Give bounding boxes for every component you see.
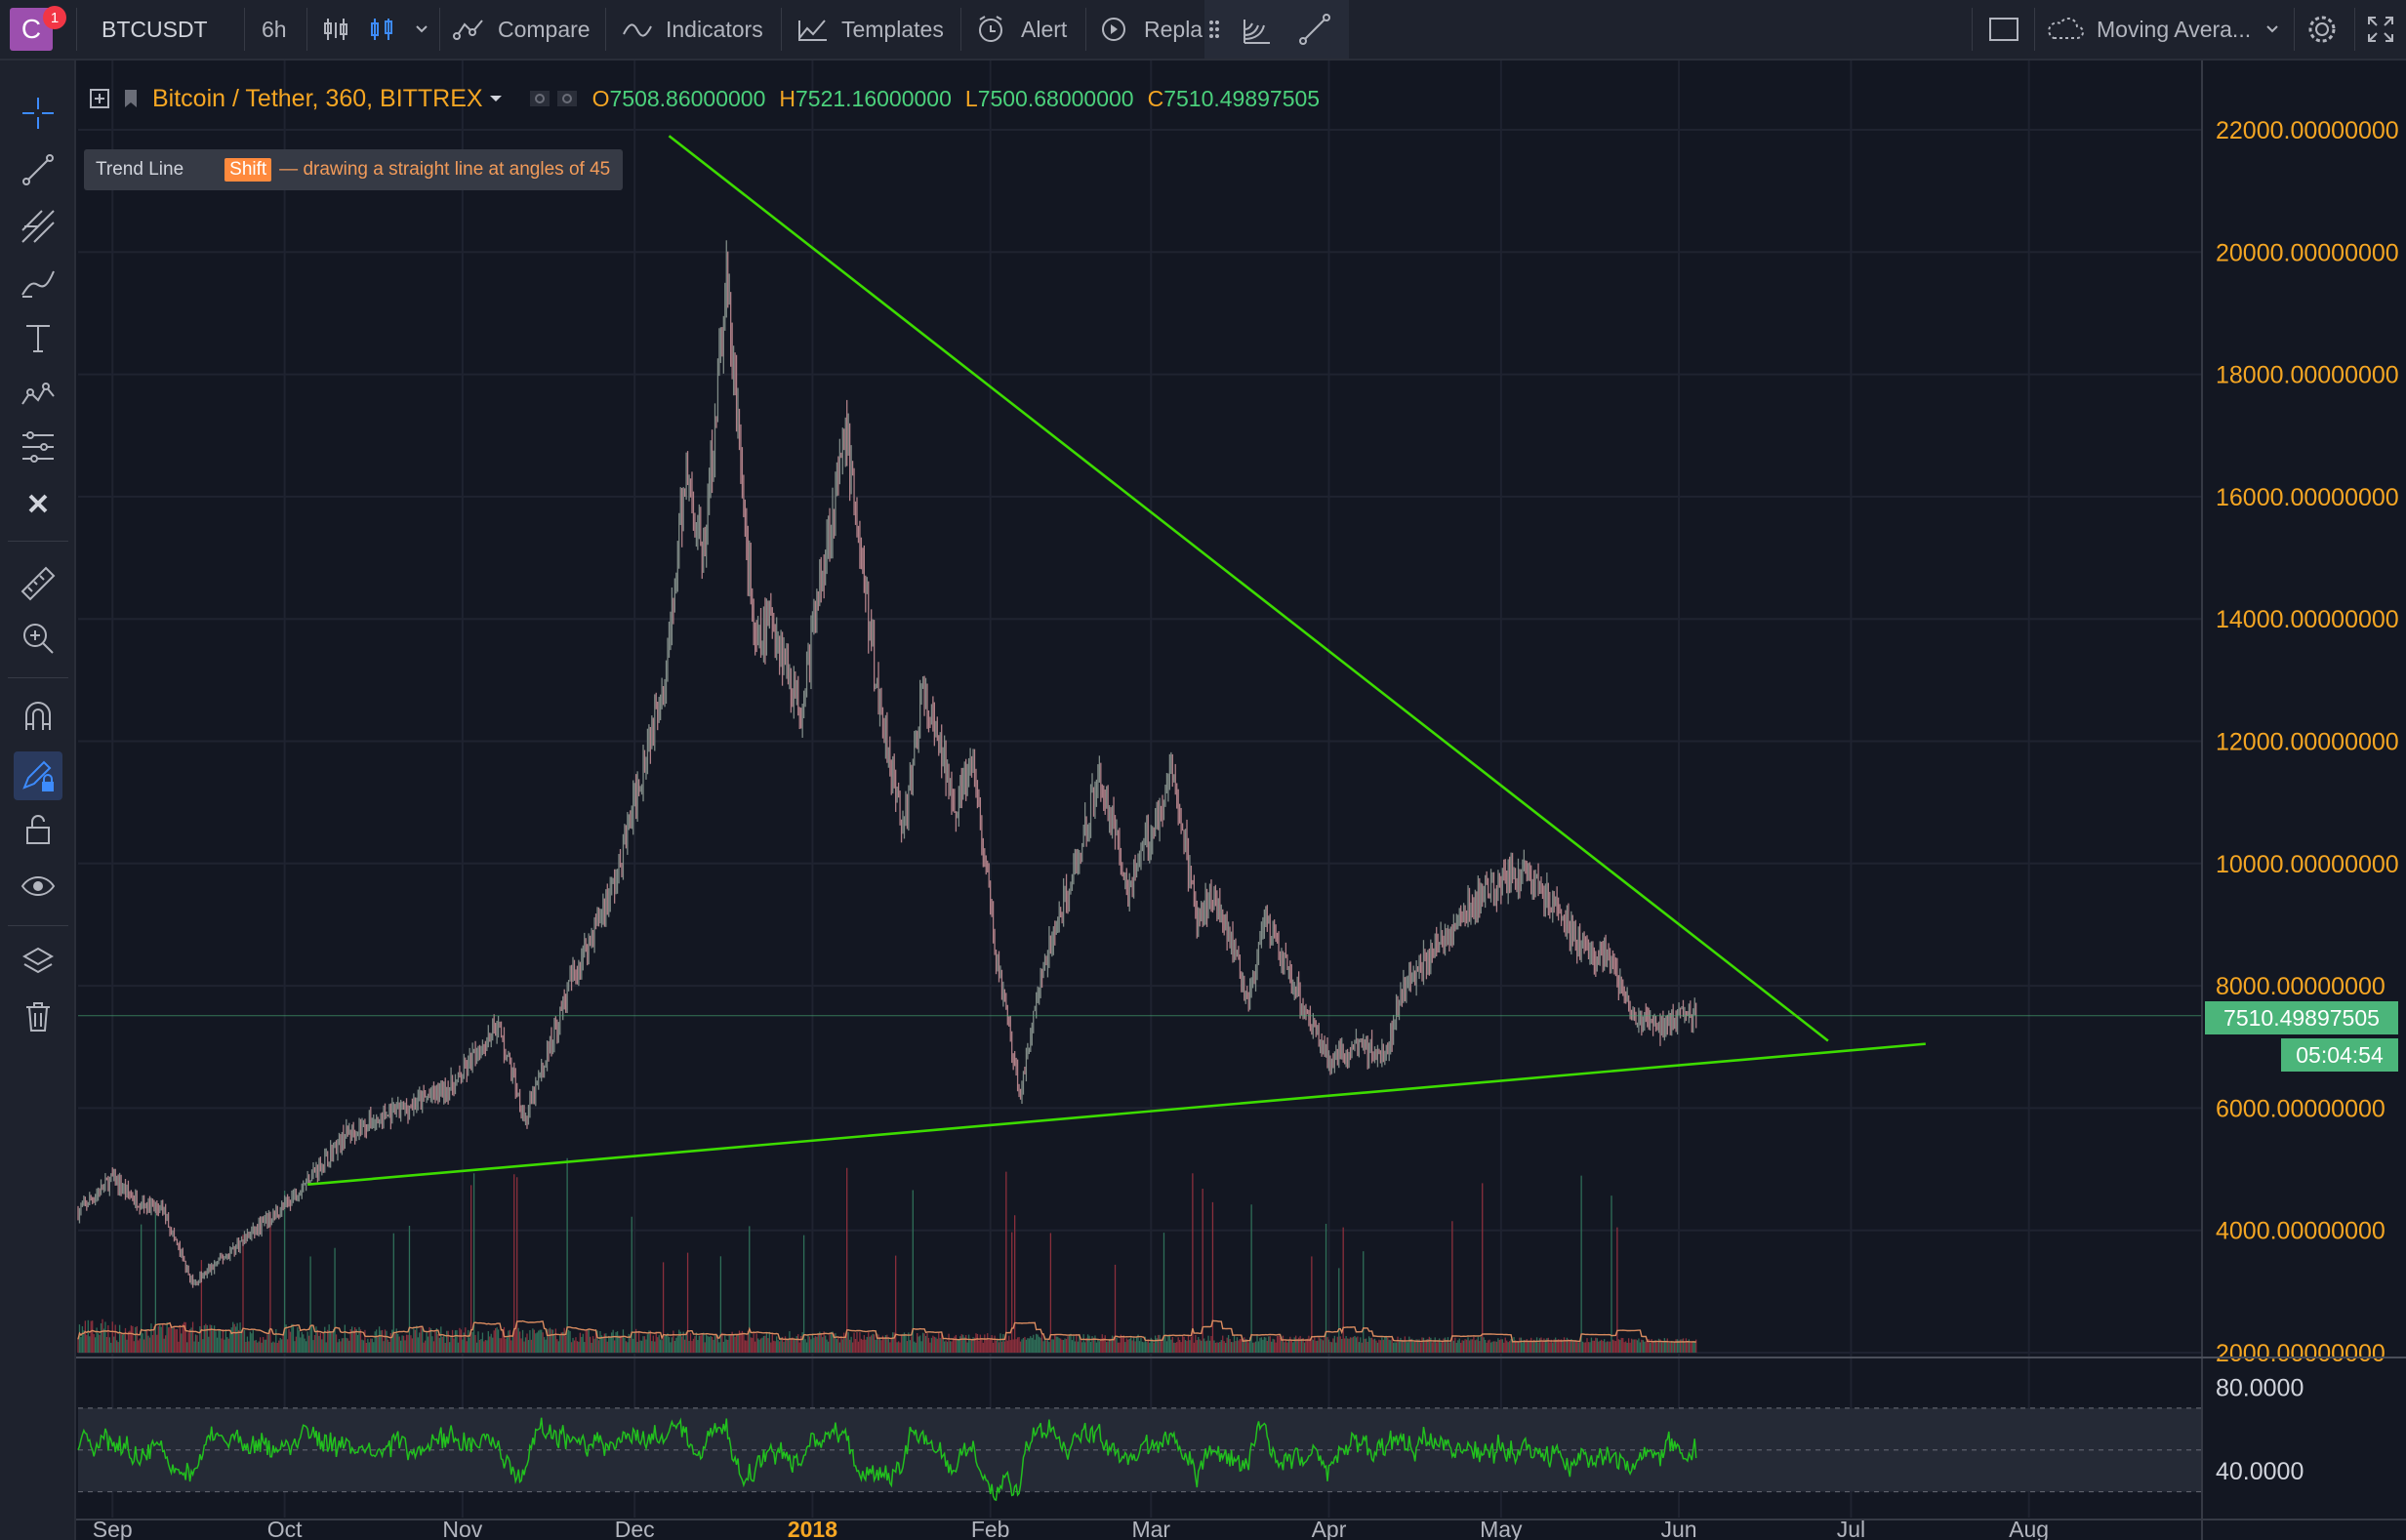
- replay-icon: [1102, 18, 1125, 41]
- study-template-button[interactable]: Moving Avera...: [2046, 0, 2251, 59]
- templates-label: Templates: [841, 16, 944, 42]
- price-axis-label: 22000.00000000: [2216, 117, 2399, 144]
- caret-down-icon[interactable]: [489, 94, 503, 103]
- unlock-icon[interactable]: [19, 810, 58, 849]
- layers-icon[interactable]: [19, 943, 58, 982]
- brush-icon[interactable]: [19, 262, 58, 301]
- low-value: L7500.68000000: [964, 85, 1134, 111]
- trend-line-icon[interactable]: [19, 150, 58, 189]
- close-value: C7510.49897505: [1147, 85, 1321, 111]
- magnet-icon[interactable]: [19, 697, 58, 736]
- price-axis-label: 14000.00000000: [2216, 606, 2399, 633]
- expand-legend-icon[interactable]: [88, 87, 111, 110]
- zoom-icon[interactable]: [19, 619, 58, 658]
- price-axis-label: 18000.00000000: [2216, 362, 2399, 389]
- volume-ma-line: [77, 1319, 1696, 1343]
- bars-style-icon[interactable]: [322, 0, 361, 59]
- price-axis-label: 4000.00000000: [2216, 1218, 2386, 1245]
- price-axis-label: 20000.00000000: [2216, 239, 2399, 266]
- trendline-resistance: [668, 135, 1829, 1042]
- drag-handle-icon[interactable]: [1207, 18, 1221, 41]
- cloud-icon: [2048, 18, 2084, 39]
- price-axis-label: 8000.00000000: [2216, 973, 2386, 1000]
- replay-button[interactable]: Repla: [1099, 0, 1203, 59]
- templates-button[interactable]: Templates: [796, 0, 944, 59]
- measure-tools-icon[interactable]: [19, 427, 58, 466]
- tooltip-hint: — drawing a straight line at angles of 4…: [279, 159, 611, 180]
- notification-badge: 1: [43, 6, 66, 29]
- trendline-support: [307, 1042, 1926, 1187]
- remove-icon[interactable]: [19, 484, 58, 523]
- trend-line-tooltip: Trend Line Shift — drawing a straight li…: [84, 149, 623, 190]
- tooltip-tool-name: Trend Line: [96, 159, 184, 180]
- bar-countdown-tag: 05:04:54: [2281, 1038, 2398, 1072]
- floating-drawing-toolbar: [1204, 0, 1349, 59]
- rsi-axis-label: 80.0000: [2216, 1374, 2304, 1401]
- indicators-label: Indicators: [666, 16, 763, 42]
- drawing-toolbar: [0, 61, 76, 1540]
- rsi-line: [77, 1417, 1697, 1502]
- alert-label: Alert: [1021, 16, 1068, 42]
- settings-icon[interactable]: [555, 87, 579, 110]
- eye-hide-icon[interactable]: [528, 87, 551, 110]
- fib-arc-icon[interactable]: [1239, 10, 1278, 49]
- trash-icon[interactable]: [19, 997, 58, 1036]
- top-toolbar: C 1 BTCUSDT 6h Compare Indicators Templa…: [0, 0, 2406, 61]
- rsi-pane: 80.0000 40.0000: [77, 1374, 2304, 1502]
- price-axis-label: 6000.00000000: [2216, 1095, 2386, 1122]
- ruler-icon[interactable]: [19, 562, 58, 601]
- trend-line-icon[interactable]: [1295, 10, 1334, 49]
- last-price-tag: 7510.49897505: [2205, 1001, 2398, 1034]
- gear-icon[interactable]: [2305, 0, 2350, 59]
- chevron-down-icon[interactable]: [414, 0, 441, 59]
- interval-button[interactable]: 6h: [262, 16, 287, 42]
- price-axis-label: 2000.00000000: [2216, 1340, 2386, 1367]
- eye-icon[interactable]: [19, 867, 58, 906]
- chart-legend: Bitcoin / Tether, 360, BITTREX O7508.860…: [88, 82, 1320, 115]
- lock-drawing-icon[interactable]: [14, 751, 62, 800]
- shift-key-badge: Shift: [224, 158, 272, 182]
- price-axis-label: 10000.00000000: [2216, 851, 2399, 878]
- indicators-icon: [623, 23, 652, 37]
- templates-icon: [798, 20, 827, 41]
- square-icon[interactable]: [1987, 0, 2032, 59]
- price-axis-label: 12000.00000000: [2216, 729, 2399, 756]
- indicators-button[interactable]: Indicators: [621, 0, 763, 59]
- pitchfork-icon[interactable]: [19, 207, 58, 246]
- candles-style-icon[interactable]: [369, 0, 408, 59]
- alert-button[interactable]: Alert: [976, 0, 1067, 59]
- high-value: H7521.16000000: [779, 85, 952, 111]
- chevron-down-icon[interactable]: [2264, 0, 2292, 59]
- crosshair-icon[interactable]: [19, 94, 58, 133]
- pattern-icon[interactable]: [19, 373, 58, 412]
- replay-label: Repla: [1144, 16, 1203, 42]
- symbol-title[interactable]: Bitcoin / Tether, 360, BITTREX: [152, 84, 483, 112]
- open-value: O7508.86000000: [591, 85, 766, 111]
- volume-bars: [77, 1157, 1697, 1353]
- fullscreen-icon[interactable]: [2366, 0, 2406, 59]
- bookmark-icon[interactable]: [119, 87, 143, 110]
- compare-button[interactable]: Compare: [453, 0, 591, 59]
- text-icon[interactable]: [19, 318, 58, 357]
- study-template-label: Moving Avera...: [2097, 16, 2252, 42]
- compare-label: Compare: [498, 16, 591, 42]
- alarm-clock-icon: [979, 16, 1002, 42]
- price-candles: [77, 240, 1697, 1288]
- compare-icon: [453, 20, 483, 40]
- symbol-search[interactable]: BTCUSDT: [102, 16, 208, 42]
- price-axis-label: 16000.00000000: [2216, 484, 2399, 511]
- rsi-axis-label: 40.0000: [2216, 1458, 2304, 1485]
